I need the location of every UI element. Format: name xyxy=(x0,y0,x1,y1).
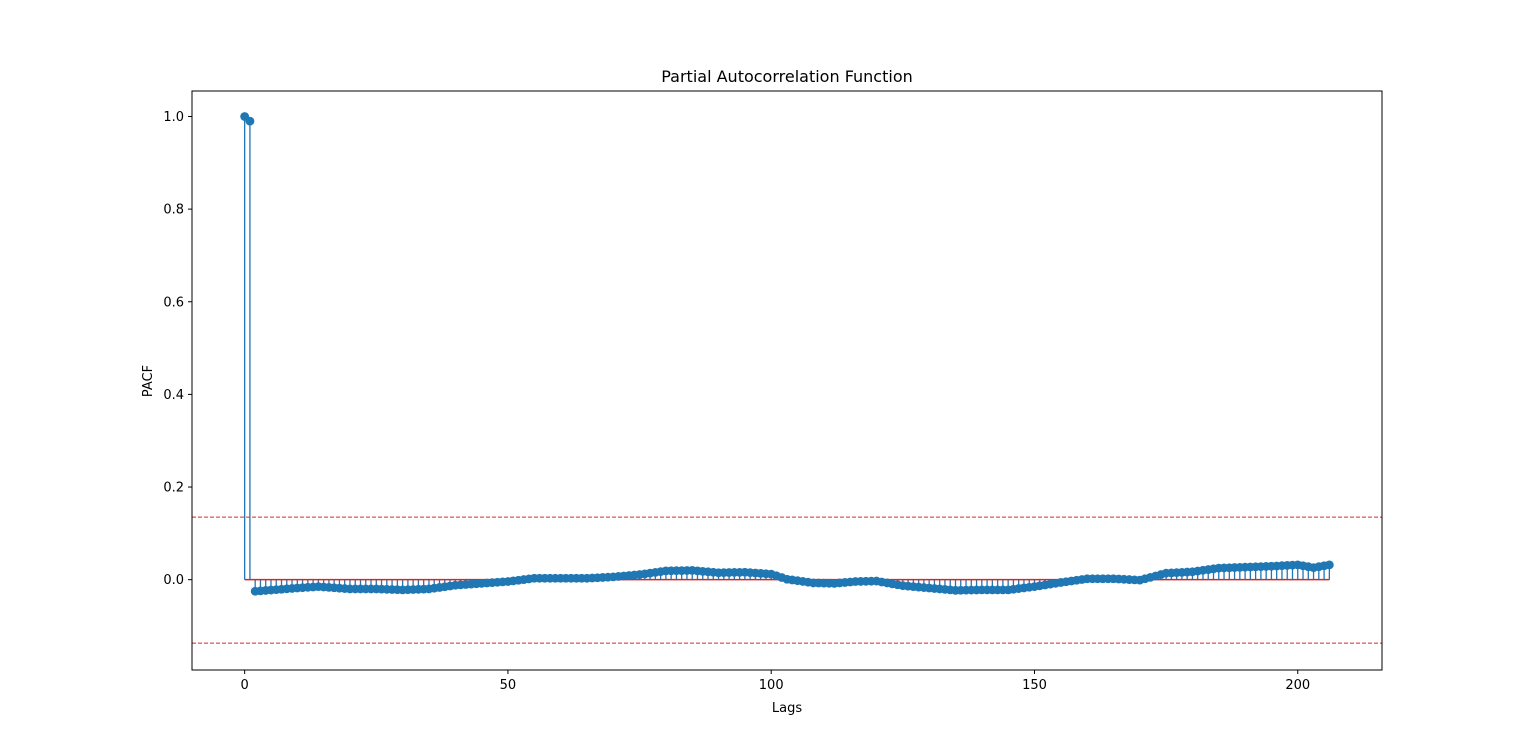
y-axis-label: PACF xyxy=(141,365,156,397)
y-tick-label: 1.0 xyxy=(163,110,184,125)
y-axis: 0.0 0.2 0.4 0.6 0.8 1.0 xyxy=(163,110,192,588)
pacf-point xyxy=(1324,560,1334,570)
chart-title: Partial Autocorrelation Function xyxy=(661,67,913,86)
y-tick-label: 0.4 xyxy=(163,388,184,403)
x-tick-label: 200 xyxy=(1285,678,1310,693)
y-tick-label: 0.2 xyxy=(163,481,184,496)
plot-area xyxy=(192,112,1382,644)
x-axis: 0 50 100 150 200 xyxy=(241,670,1310,693)
plot-frame xyxy=(191,90,1383,671)
y-tick-label: 0.8 xyxy=(163,203,184,218)
x-axis-label: Lags xyxy=(772,701,802,716)
x-tick-label: 150 xyxy=(1022,678,1047,693)
x-tick-label: 0 xyxy=(241,678,249,693)
x-tick-label: 100 xyxy=(759,678,784,693)
pacf-point xyxy=(245,116,255,126)
x-tick-label: 50 xyxy=(500,678,517,693)
y-tick-label: 0.0 xyxy=(163,573,184,588)
y-tick-label: 0.6 xyxy=(163,295,184,310)
